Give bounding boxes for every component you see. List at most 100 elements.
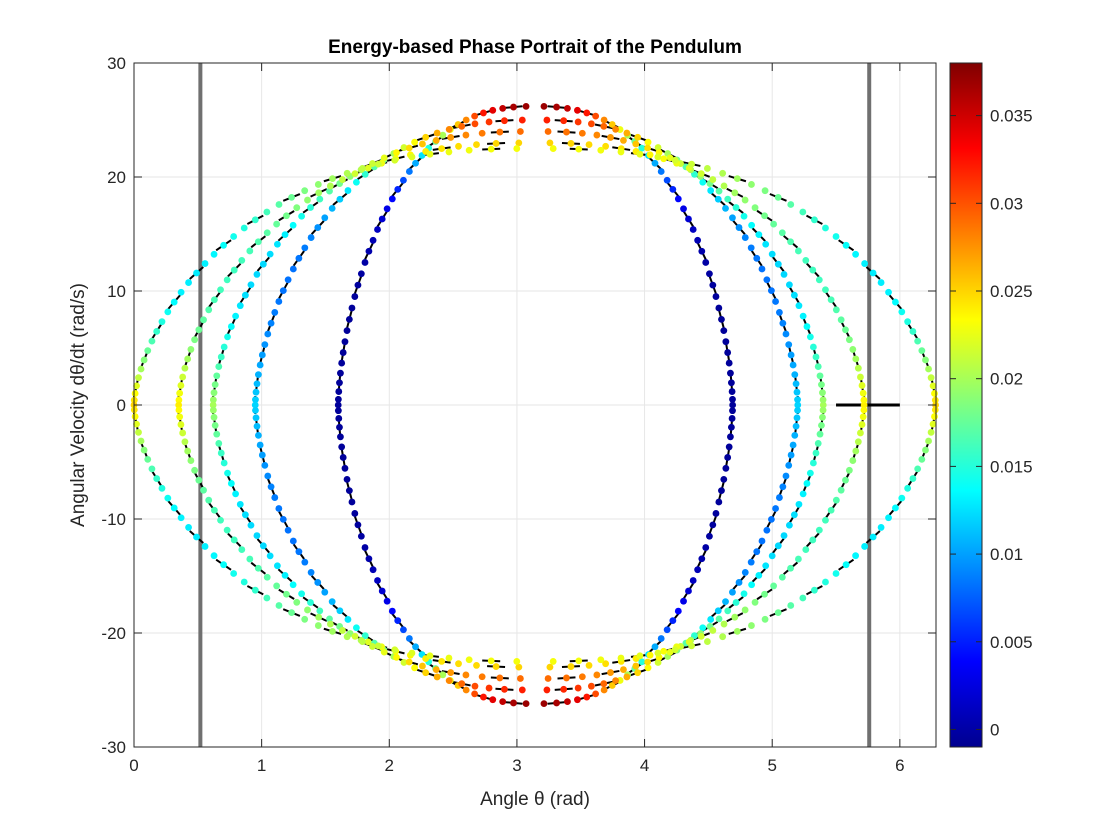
trajectory-point — [133, 382, 140, 390]
trajectory-point — [314, 224, 322, 231]
trajectory-point — [513, 658, 521, 665]
trajectory-point — [383, 597, 391, 605]
trajectory-point — [353, 178, 360, 186]
trajectory-point — [929, 420, 937, 428]
trajectory-point — [842, 476, 849, 484]
trajectory-point — [768, 552, 776, 560]
trajectory-point — [515, 139, 523, 147]
trajectory-point — [852, 355, 860, 363]
trajectory-point — [227, 480, 235, 487]
trajectory-point — [144, 347, 152, 355]
trajectory-point — [729, 214, 736, 222]
trajectory-point — [393, 149, 400, 157]
trajectory-point — [275, 505, 283, 512]
trajectory-point — [789, 361, 797, 369]
trajectory-point — [751, 204, 759, 212]
trajectory-point — [772, 298, 779, 305]
trajectory-point — [187, 346, 195, 353]
trajectory-point — [321, 214, 329, 222]
trajectory-point — [326, 620, 334, 628]
trajectory-point — [307, 569, 315, 576]
trajectory-point — [859, 389, 867, 397]
trajectory-point — [263, 594, 271, 602]
trajectory-point — [704, 638, 711, 645]
trajectory-point — [822, 286, 829, 294]
trajectory-point — [787, 351, 795, 359]
trajectory-point — [702, 259, 710, 266]
trajectory-point — [729, 395, 736, 403]
trajectory-point — [740, 590, 748, 598]
trajectory-point — [478, 129, 486, 137]
trajectory-point — [400, 176, 407, 184]
trajectory-point — [776, 309, 783, 316]
trajectory-point — [789, 441, 797, 449]
trajectory-point — [471, 120, 479, 128]
trajectory-point — [660, 647, 668, 655]
trajectory-point — [729, 401, 737, 409]
trajectory-point — [181, 438, 189, 446]
trajectory-point — [304, 606, 311, 614]
trajectory-point — [499, 698, 507, 706]
trajectory-point — [153, 475, 161, 482]
trajectory-point — [369, 160, 376, 167]
trajectory-point — [455, 142, 462, 150]
trajectory-point — [215, 440, 223, 447]
trajectory-point — [725, 359, 733, 367]
trajectory-point — [184, 447, 192, 455]
trajectory-point — [158, 484, 166, 492]
trajectory-point — [702, 544, 710, 551]
trajectory-points — [130, 103, 939, 707]
trajectory-point — [253, 422, 261, 430]
trajectory-point — [719, 633, 727, 641]
trajectory-point — [316, 195, 324, 203]
trajectory-point — [518, 116, 526, 124]
trajectory-point — [689, 577, 697, 584]
trajectory-point — [688, 642, 695, 650]
trajectory-point — [931, 413, 938, 420]
trajectory-point — [253, 380, 261, 388]
trajectory-point — [369, 643, 376, 650]
trajectory-point — [288, 194, 295, 201]
trajectory-point — [927, 428, 935, 436]
trajectory-point — [177, 421, 185, 428]
colorbar-tick-label: 0.005 — [990, 633, 1033, 652]
trajectory-point — [691, 632, 698, 640]
trajectory-point — [394, 617, 402, 625]
trajectory-point — [714, 607, 722, 615]
trajectory-point — [774, 260, 782, 268]
trajectory-point — [727, 369, 734, 377]
trajectory-point — [763, 276, 771, 284]
trajectory-point — [922, 356, 929, 364]
trajectory-point — [195, 476, 203, 484]
colorbar-tick-label: 0.02 — [990, 370, 1023, 389]
trajectory-point — [729, 588, 736, 596]
trajectory-point — [217, 353, 225, 361]
trajectory-point — [179, 373, 187, 381]
trajectory-point — [778, 229, 786, 237]
trajectory-point — [854, 364, 862, 372]
trajectory-point — [832, 233, 840, 240]
trajectory-point — [223, 276, 231, 284]
trajectory-point — [326, 182, 334, 190]
trajectory-point — [261, 462, 269, 469]
colorbar-tick-label: 0.025 — [990, 282, 1033, 301]
trajectory-point — [718, 487, 725, 495]
y-axis-label: Angular Velocity dθ/dt (rad/s) — [68, 283, 89, 527]
trajectory-point — [799, 594, 807, 602]
trajectory-point — [351, 510, 359, 517]
trajectory-point — [706, 270, 713, 278]
trajectory-point — [761, 615, 769, 623]
trajectory-point — [361, 632, 369, 640]
trajectory-point — [335, 388, 343, 395]
trajectory-point — [439, 671, 447, 679]
trajectory-point — [602, 660, 610, 668]
trajectory-point — [806, 469, 814, 477]
trajectory-point — [790, 511, 798, 519]
trajectory-point — [564, 698, 571, 706]
plot-area: 0 1 2 3 4 5 6 -30 -20 -10 0 10 20 30 — [101, 54, 939, 775]
trajectory-point — [748, 581, 756, 589]
trajectory-point — [654, 144, 662, 151]
trajectory-point — [298, 212, 306, 220]
trajectory-point — [709, 521, 717, 529]
trajectory-point — [885, 514, 892, 522]
